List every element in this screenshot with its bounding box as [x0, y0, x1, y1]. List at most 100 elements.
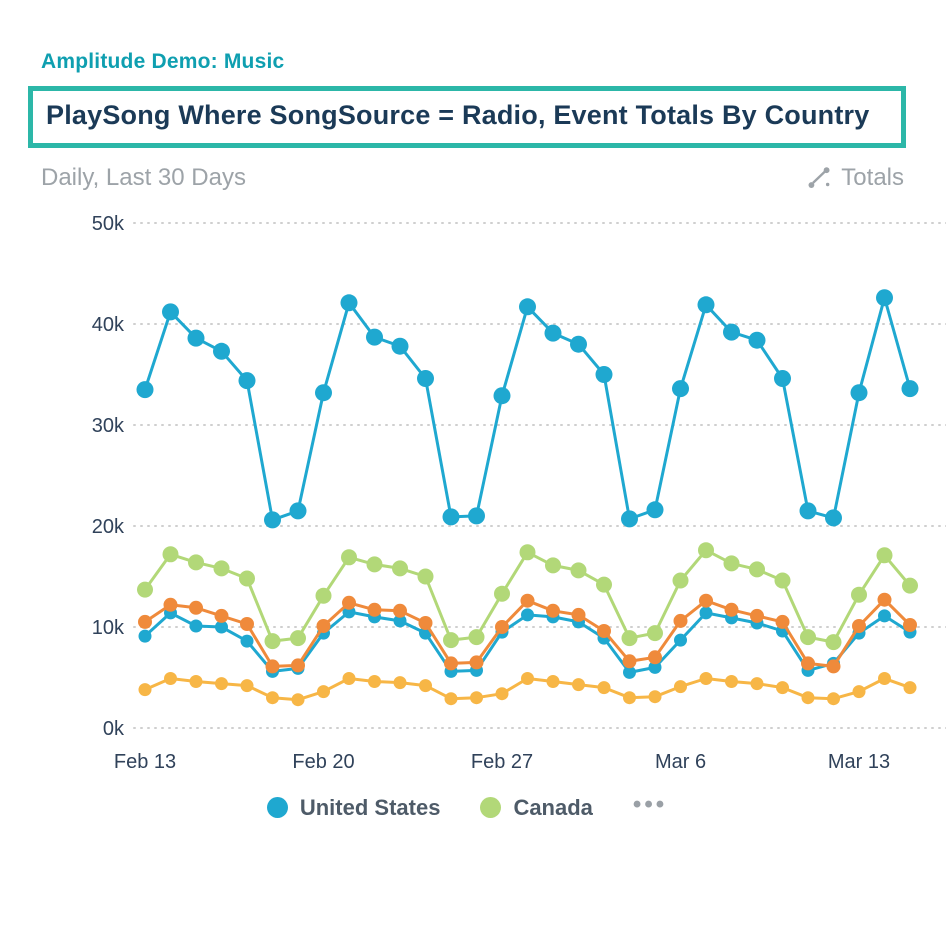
data-point[interactable]	[876, 288, 893, 306]
data-point[interactable]	[672, 572, 689, 589]
data-point[interactable]	[748, 331, 766, 349]
data-point[interactable]	[240, 616, 254, 631]
data-point[interactable]	[340, 293, 358, 311]
data-point[interactable]	[162, 545, 179, 562]
data-point[interactable]	[240, 678, 254, 692]
data-point[interactable]	[877, 592, 892, 607]
data-point[interactable]	[367, 602, 382, 617]
data-point[interactable]	[596, 576, 612, 593]
data-point[interactable]	[622, 653, 637, 668]
data-point[interactable]	[775, 614, 790, 629]
data-point[interactable]	[825, 509, 842, 527]
data-point[interactable]	[570, 335, 587, 353]
data-point[interactable]	[520, 593, 535, 608]
data-point[interactable]	[315, 383, 332, 401]
data-point[interactable]	[725, 674, 738, 688]
legend-more-button[interactable]: •••	[632, 790, 668, 818]
data-point[interactable]	[419, 678, 432, 692]
data-point[interactable]	[214, 608, 229, 623]
data-point[interactable]	[698, 541, 714, 558]
data-point[interactable]	[239, 570, 255, 587]
data-point[interactable]	[827, 691, 840, 705]
data-point[interactable]	[519, 297, 536, 315]
data-point[interactable]	[750, 608, 764, 623]
data-point[interactable]	[392, 560, 408, 577]
data-point[interactable]	[595, 365, 613, 383]
data-point[interactable]	[646, 500, 664, 518]
data-point[interactable]	[291, 658, 305, 673]
data-point[interactable]	[623, 690, 636, 704]
data-point[interactable]	[699, 671, 713, 685]
data-point[interactable]	[826, 659, 841, 674]
data-point[interactable]	[851, 586, 867, 603]
data-point[interactable]	[801, 690, 815, 704]
breadcrumb[interactable]: Amplitude Demo: Music	[41, 50, 285, 73]
data-point[interactable]	[264, 511, 281, 529]
data-point[interactable]	[264, 632, 281, 649]
data-point[interactable]	[546, 603, 560, 618]
data-point[interactable]	[189, 674, 203, 688]
data-point[interactable]	[468, 507, 485, 525]
data-point[interactable]	[801, 656, 815, 671]
data-point[interactable]	[902, 577, 918, 594]
data-point[interactable]	[648, 649, 662, 664]
data-point[interactable]	[495, 686, 509, 700]
data-point[interactable]	[572, 677, 585, 691]
data-point[interactable]	[903, 617, 917, 632]
data-point[interactable]	[648, 689, 662, 703]
data-point[interactable]	[544, 324, 562, 342]
data-point[interactable]	[776, 680, 789, 694]
data-point[interactable]	[546, 674, 560, 688]
data-point[interactable]	[240, 634, 254, 648]
data-point[interactable]	[315, 587, 332, 604]
data-point[interactable]	[213, 560, 230, 577]
data-point[interactable]	[876, 546, 893, 563]
data-point[interactable]	[724, 602, 739, 617]
data-point[interactable]	[188, 554, 204, 571]
legend-item-canada[interactable]: Canada	[480, 795, 593, 821]
metric-selector[interactable]: Totals	[806, 164, 904, 192]
data-point[interactable]	[852, 684, 866, 698]
data-point[interactable]	[493, 386, 511, 404]
data-point[interactable]	[672, 379, 689, 397]
data-point[interactable]	[317, 684, 330, 698]
data-point[interactable]	[621, 629, 638, 646]
data-point[interactable]	[850, 383, 868, 401]
data-point[interactable]	[341, 548, 357, 565]
data-point[interactable]	[623, 665, 636, 679]
data-point[interactable]	[368, 674, 381, 688]
data-point[interactable]	[342, 671, 356, 685]
data-point[interactable]	[138, 682, 152, 696]
data-point[interactable]	[215, 620, 228, 634]
data-point[interactable]	[825, 633, 842, 650]
data-point[interactable]	[418, 615, 433, 630]
data-point[interactable]	[901, 379, 919, 397]
data-point[interactable]	[571, 607, 586, 622]
data-point[interactable]	[366, 556, 383, 573]
data-point[interactable]	[750, 676, 764, 690]
data-point[interactable]	[621, 510, 638, 528]
data-point[interactable]	[852, 618, 866, 633]
data-point[interactable]	[723, 323, 740, 341]
data-point[interactable]	[393, 614, 407, 628]
data-point[interactable]	[468, 628, 485, 645]
data-point[interactable]	[444, 656, 458, 671]
data-point[interactable]	[393, 675, 407, 689]
data-point[interactable]	[878, 609, 891, 623]
data-point[interactable]	[799, 502, 817, 520]
data-point[interactable]	[469, 655, 484, 670]
data-point[interactable]	[138, 629, 152, 643]
data-point[interactable]	[417, 369, 434, 387]
data-point[interactable]	[699, 593, 713, 608]
data-point[interactable]	[366, 328, 383, 346]
data-point[interactable]	[878, 671, 891, 685]
data-point[interactable]	[316, 618, 331, 633]
data-point[interactable]	[443, 631, 459, 648]
data-point[interactable]	[800, 628, 816, 645]
data-point[interactable]	[749, 561, 765, 578]
data-point[interactable]	[136, 380, 154, 398]
legend-item-united-states[interactable]: United States	[266, 795, 440, 821]
data-point[interactable]	[597, 680, 611, 694]
data-point[interactable]	[674, 633, 687, 647]
data-point[interactable]	[189, 619, 203, 633]
